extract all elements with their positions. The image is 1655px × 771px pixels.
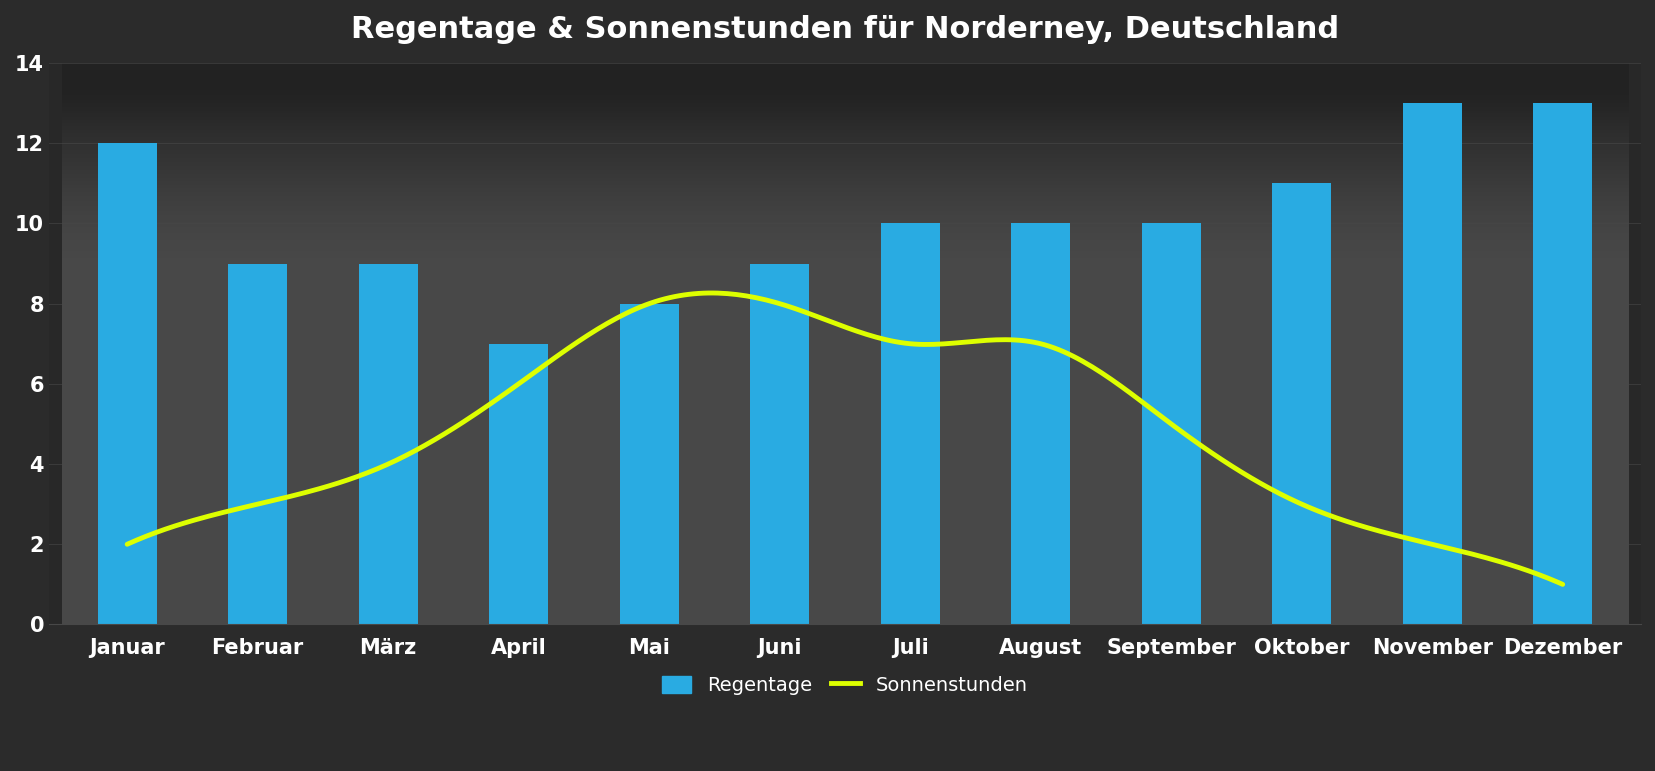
Bar — [1402, 103, 1461, 625]
Bar — [619, 304, 679, 625]
Bar — [1271, 183, 1331, 625]
Bar — [1533, 103, 1590, 625]
Bar — [880, 224, 938, 625]
Bar — [488, 344, 548, 625]
Bar — [750, 264, 809, 625]
Bar — [228, 264, 286, 625]
Bar — [1011, 224, 1069, 625]
Bar — [359, 264, 417, 625]
Bar — [1142, 224, 1200, 625]
Legend: Regentage, Sonnenstunden: Regentage, Sonnenstunden — [652, 666, 1038, 705]
Bar — [98, 143, 157, 625]
Title: Regentage & Sonnenstunden für Norderney, Deutschland: Regentage & Sonnenstunden für Norderney,… — [351, 15, 1339, 44]
